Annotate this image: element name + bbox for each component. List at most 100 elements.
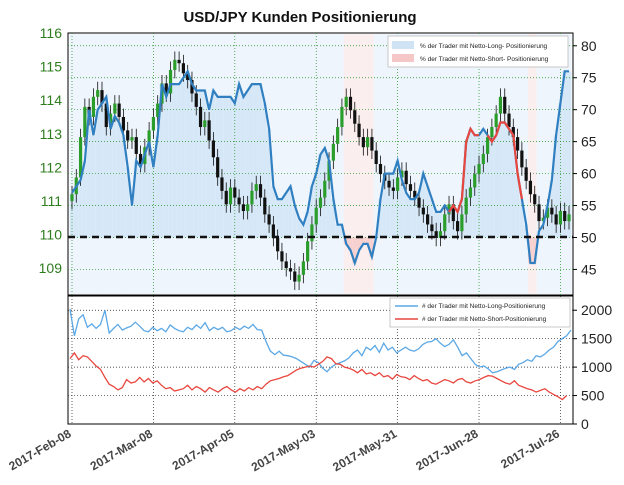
right-tick-label: 70 (581, 102, 597, 118)
top-legend: % der Trader mit Netto-Long- Positionier… (387, 35, 569, 68)
candle-body (378, 164, 383, 175)
candle-body (237, 197, 241, 205)
band-bg (455, 34, 461, 294)
band-fill (95, 109, 101, 238)
candle-body (404, 170, 408, 185)
band-fill (506, 128, 512, 238)
right-tick-label: 80 (581, 38, 597, 54)
band-fill (497, 122, 503, 238)
band-fill (515, 173, 521, 238)
candle-body (520, 150, 524, 168)
band-bg (343, 34, 349, 294)
band-bg (279, 34, 285, 294)
band-bg (442, 34, 448, 294)
candle-body (91, 96, 96, 117)
band-fill (485, 135, 491, 238)
candle-body (533, 194, 537, 205)
band-fill (99, 103, 105, 238)
band-bg (296, 34, 302, 294)
candle-body (301, 261, 305, 275)
band-fill (232, 103, 238, 238)
band-fill (185, 71, 191, 238)
band-fill (365, 237, 371, 244)
band-fill (270, 186, 276, 238)
band-fill (69, 192, 75, 238)
band-fill (360, 237, 366, 244)
band-bg (339, 34, 345, 294)
candle-body (524, 167, 528, 181)
candle-body (207, 120, 211, 141)
candle-body (254, 184, 258, 191)
band-fill (300, 224, 306, 238)
band-bg (352, 34, 358, 294)
x-tick-label: 2017-May-31 (330, 426, 399, 474)
bottom-tick-label: 1000 (581, 359, 612, 375)
band-bg (69, 34, 75, 294)
band-bg (348, 34, 353, 294)
band-bg (369, 34, 375, 294)
candle-body (396, 177, 400, 191)
band-fill (532, 237, 538, 264)
bottom-tick-label: 0 (581, 416, 589, 432)
right-tick-label: 75 (581, 70, 597, 86)
band-fill (339, 224, 345, 238)
candle-body (511, 127, 515, 138)
pct-long-line (71, 68, 569, 267)
band-bg (386, 34, 392, 294)
candle-body (400, 170, 404, 178)
band-fill (288, 186, 293, 238)
candle-body (498, 96, 503, 114)
candle-body (181, 63, 185, 74)
band-bg (288, 34, 293, 294)
left-ticks: 116 115 114 113 112 111 110 109 (39, 25, 63, 276)
x-tick-label: 2017-Feb-08 (6, 426, 73, 473)
left-tick-label: 112 (40, 159, 63, 175)
band-fill (202, 90, 208, 238)
candle-body (293, 271, 297, 282)
band-fill (193, 90, 199, 238)
band-fill (266, 128, 272, 238)
candle-body (426, 214, 430, 225)
band-bg (313, 34, 319, 294)
candle-body (353, 110, 357, 124)
candle-body (387, 180, 391, 188)
band-fill (326, 160, 332, 238)
band-fill (305, 211, 311, 238)
candle-body (447, 204, 451, 215)
band-fill (82, 160, 88, 238)
x-tick-label: 2017-May-03 (249, 426, 318, 474)
band-fill (163, 96, 169, 238)
band-fill (296, 218, 302, 238)
candle-body (563, 211, 567, 222)
candle-body (147, 130, 151, 148)
band-bg (450, 34, 456, 294)
band-fill (348, 237, 353, 251)
band-fill (446, 211, 452, 238)
candle-body (357, 123, 361, 138)
band-fill (142, 154, 148, 238)
right-tick-label: 55 (581, 198, 597, 214)
band-fill (489, 141, 495, 238)
candle-body (168, 69, 173, 94)
band-fill (540, 224, 546, 238)
candle-body (173, 59, 177, 70)
candle-body (263, 197, 267, 215)
band-fill (180, 77, 186, 238)
candle-body (331, 143, 335, 161)
band-fill (390, 173, 396, 238)
band-fill (527, 237, 533, 264)
band-fill (223, 96, 229, 238)
candle-body (456, 221, 460, 232)
candle-body (258, 184, 263, 198)
band-fill (189, 84, 195, 238)
band-fill (236, 84, 242, 238)
band-fill (228, 96, 233, 238)
band-bg (549, 34, 555, 294)
candle-body (344, 96, 348, 107)
candle-body (481, 153, 485, 164)
candle-body (460, 214, 464, 232)
candle-body (348, 96, 353, 111)
band-fill (519, 199, 525, 238)
band-fill (408, 199, 413, 238)
